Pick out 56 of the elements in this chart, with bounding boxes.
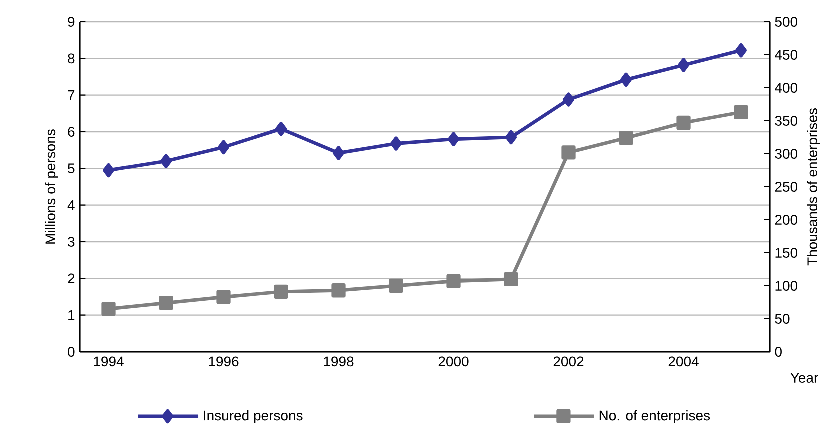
point <box>333 146 344 160</box>
y-axis-title: Millions of persons <box>45 130 58 244</box>
legend-label: No. of enterprises <box>600 410 710 424</box>
y-tick-label: 4 <box>68 200 75 210</box>
y-tick-label: 5 <box>68 164 75 174</box>
x-tick-label: 2002 <box>554 356 584 367</box>
y2-tick-label: 350 <box>775 116 798 126</box>
point <box>562 146 576 160</box>
y-tick-label: 6 <box>68 127 75 137</box>
point <box>389 278 404 294</box>
point <box>736 44 747 58</box>
y2-axis-title: Thousands of enterprises <box>807 108 820 266</box>
y2-tick-label: 500 <box>775 17 798 27</box>
y-tick-label: 0 <box>68 347 75 357</box>
y2-tick-label: 50 <box>775 314 790 324</box>
point <box>159 296 174 310</box>
y2-tick-label: 300 <box>775 149 798 159</box>
y2-tick-label: 250 <box>775 182 798 192</box>
point <box>504 272 518 286</box>
point <box>274 284 288 300</box>
y2-tick-label: 0 <box>775 347 782 357</box>
point <box>218 140 230 154</box>
x-tick-label: 1996 <box>209 356 239 367</box>
point <box>390 136 402 151</box>
point <box>102 302 116 316</box>
point <box>160 154 172 168</box>
y-tick-label: 9 <box>68 17 75 27</box>
x-tick-label: 1998 <box>324 356 354 367</box>
x-tick-label: 2000 <box>438 356 469 367</box>
point <box>446 274 461 288</box>
y-tick-label: 8 <box>68 54 75 64</box>
point <box>620 72 632 87</box>
y2-tick-label: 450 <box>775 50 798 60</box>
point <box>563 92 574 107</box>
y2-tick-label: 200 <box>775 215 798 225</box>
y-tick-label: 1 <box>68 310 75 320</box>
point <box>678 58 690 72</box>
point <box>506 130 517 145</box>
y-tick-label: 3 <box>68 237 75 247</box>
point <box>216 290 231 304</box>
point <box>734 105 748 120</box>
point <box>676 116 691 130</box>
y2-tick-label: 100 <box>776 281 798 291</box>
y2-tick-label: 400 <box>775 83 798 93</box>
x-tick-label: 1994 <box>94 356 124 367</box>
point <box>448 132 460 146</box>
point <box>332 284 346 298</box>
legend-label: Insured persons <box>204 410 303 424</box>
point <box>276 122 287 136</box>
y-tick-label: 2 <box>68 274 75 284</box>
point <box>619 131 634 146</box>
x-axis-title: Year <box>790 373 818 383</box>
x-tick-label: 2004 <box>668 356 699 367</box>
y2-tick-label: 150 <box>776 248 798 258</box>
y-tick-label: 7 <box>68 90 75 100</box>
point <box>103 163 114 178</box>
